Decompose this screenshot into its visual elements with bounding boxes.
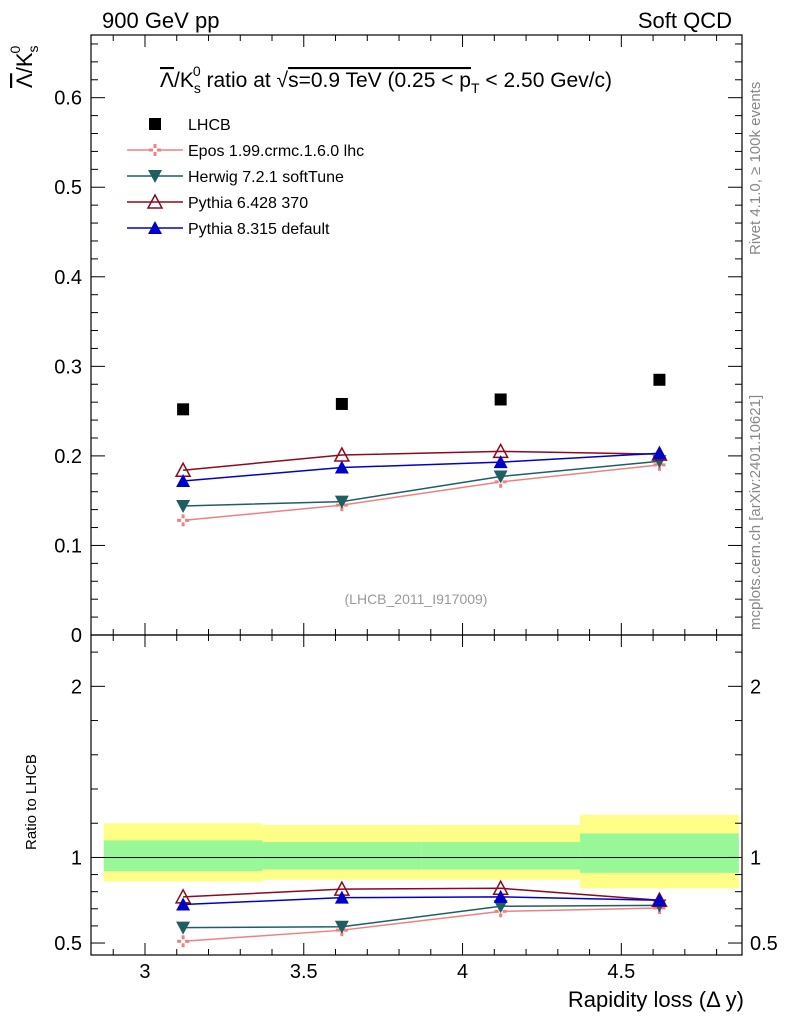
legend-marker-lhcb bbox=[149, 118, 161, 130]
y-tick-label: 0.3 bbox=[54, 356, 82, 378]
ratio-band-inner-bin bbox=[103, 840, 263, 872]
chart-title: Λ/Ks0 ratio at √s=0.9 TeV (0.25 < pT < 2… bbox=[160, 63, 612, 96]
ratio-y-tick-label-right: 0.5 bbox=[750, 933, 778, 955]
analysis-watermark: (LHCB_2011_I917009) bbox=[345, 591, 488, 607]
marker-center bbox=[181, 518, 186, 523]
x-axis-ticks: 3 3.5 4 4.5 bbox=[112, 35, 718, 983]
legend-marker-pythia-8-315-default bbox=[148, 221, 162, 234]
y-axis-ticks: 0 0.1 0.2 0.3 0.4 0.5 0.6 bbox=[54, 43, 742, 647]
y-tick-label: 0.2 bbox=[54, 446, 82, 468]
ratio-y-axis-ticks: 0.5 0.5 1 1 2 2 bbox=[54, 651, 778, 955]
ratio-plot-frame bbox=[90, 634, 743, 956]
series-point-herwig-7-2-1-softtune bbox=[493, 470, 508, 484]
ratio-series-group bbox=[174, 879, 668, 948]
legend-marker-herwig-7-2-1-softtune bbox=[148, 170, 162, 183]
ratio-line-pythia-8-315-default bbox=[183, 896, 660, 906]
ratio-point-herwig-7-2-1-softtune bbox=[176, 921, 191, 935]
ratio-line-epos-1-99-crmc-1-6-0-lhc bbox=[183, 907, 660, 943]
y-tick-label: 0.6 bbox=[54, 88, 82, 110]
series-point-epos-1-99-crmc-1-6-0-lhc bbox=[177, 514, 190, 527]
ratio-line-herwig-7-2-1-softtune bbox=[183, 904, 660, 929]
ratio-y-tick-label: 0.5 bbox=[54, 933, 82, 955]
ratio-y-axis-label: Ratio to LHCB bbox=[23, 754, 40, 850]
legend-label-lhcb: LHCB bbox=[188, 117, 231, 134]
main-series-group bbox=[174, 442, 668, 527]
legend-label-epos-1-99-crmc-1-6-0-lhc: Epos 1.99.crmc.1.6.0 lhc bbox=[188, 143, 364, 160]
y-tick-label: 0 bbox=[71, 625, 82, 647]
ratio-band-inner-bin bbox=[421, 842, 581, 870]
ratio-point-pythia-8-315-default bbox=[176, 897, 191, 911]
ratio-point-pythia-8-315-default bbox=[334, 890, 349, 904]
series-line-pythia-8-315-default bbox=[183, 452, 660, 482]
ratio-point-epos-1-99-crmc-1-6-0-lhc bbox=[177, 935, 190, 948]
x-axis-label: Rapidity loss (Δ y) bbox=[568, 987, 744, 1012]
series-point-pythia-8-315-default bbox=[493, 455, 508, 469]
mcplots-credit-label: mcplots.cern.ch [arXiv:2401.10621] bbox=[747, 395, 764, 630]
ratio-y-tick-label: 2 bbox=[71, 676, 82, 698]
legend-label-pythia-6-428-370: Pythia 6.428 370 bbox=[188, 195, 308, 212]
series-line-herwig-7-2-1-softtune bbox=[183, 460, 660, 507]
lhcb-data-point bbox=[335, 397, 348, 410]
legend-marker-pythia-6-428-370 bbox=[146, 193, 164, 209]
lhcb-data-group bbox=[177, 373, 666, 416]
x-tick-label: 4 bbox=[457, 961, 468, 983]
series-line-epos-1-99-crmc-1-6-0-lhc bbox=[183, 464, 660, 522]
legend-label-pythia-8-315-default: Pythia 8.315 default bbox=[188, 221, 330, 238]
lhcb-data-point bbox=[494, 393, 507, 406]
marker-center bbox=[153, 148, 157, 152]
y-tick-label: 0.5 bbox=[54, 177, 82, 199]
x-tick-label: 4.5 bbox=[607, 961, 635, 983]
y-tick-label: 0.4 bbox=[54, 267, 82, 289]
ratio-point-herwig-7-2-1-softtune bbox=[493, 900, 508, 914]
series-line-pythia-6-428-370 bbox=[183, 450, 660, 471]
ratio-band-inner bbox=[103, 833, 739, 873]
y-axis-label: Λ/Ks0 bbox=[7, 46, 41, 89]
ratio-band-inner-bin bbox=[580, 833, 739, 873]
x-tick-label: 3.5 bbox=[290, 961, 318, 983]
x-tick-label: 3 bbox=[139, 961, 150, 983]
ratio-band-inner-bin bbox=[262, 842, 422, 870]
ratio-y-tick-label: 1 bbox=[71, 847, 82, 869]
header-right: Soft QCD bbox=[638, 8, 732, 33]
series-point-herwig-7-2-1-softtune bbox=[176, 500, 191, 514]
lhcb-data-point bbox=[653, 373, 666, 386]
ratio-line-pythia-6-428-370 bbox=[183, 887, 660, 901]
ratio-y-tick-label-right: 1 bbox=[750, 847, 761, 869]
series-point-herwig-7-2-1-softtune bbox=[334, 495, 349, 509]
ratio-y-tick-label-right: 2 bbox=[750, 676, 761, 698]
marker-center bbox=[181, 939, 186, 944]
rivet-version-label: Rivet 4.1.0, ≥ 100k events bbox=[747, 82, 764, 255]
legend: LHCB Epos 1.99.crmc.1.6.0 lhc Herwig 7.2.1… bbox=[127, 117, 364, 238]
header-left: 900 GeV pp bbox=[102, 8, 219, 33]
series-point-pythia-8-315-default bbox=[334, 460, 349, 474]
ratio-point-pythia-8-315-default bbox=[652, 893, 667, 907]
y-tick-label: 0.1 bbox=[54, 535, 82, 557]
legend-label-herwig-7-2-1-softtune: Herwig 7.2.1 softTune bbox=[188, 169, 344, 186]
lhcb-data-point bbox=[177, 403, 190, 416]
ratio-point-pythia-8-315-default bbox=[493, 889, 508, 903]
series-point-pythia-8-315-default bbox=[652, 446, 667, 460]
ratio-point-herwig-7-2-1-softtune bbox=[334, 920, 349, 934]
series-point-pythia-8-315-default bbox=[176, 473, 191, 487]
legend-marker-epos-1-99-crmc-1-6-0-lhc bbox=[149, 144, 161, 156]
